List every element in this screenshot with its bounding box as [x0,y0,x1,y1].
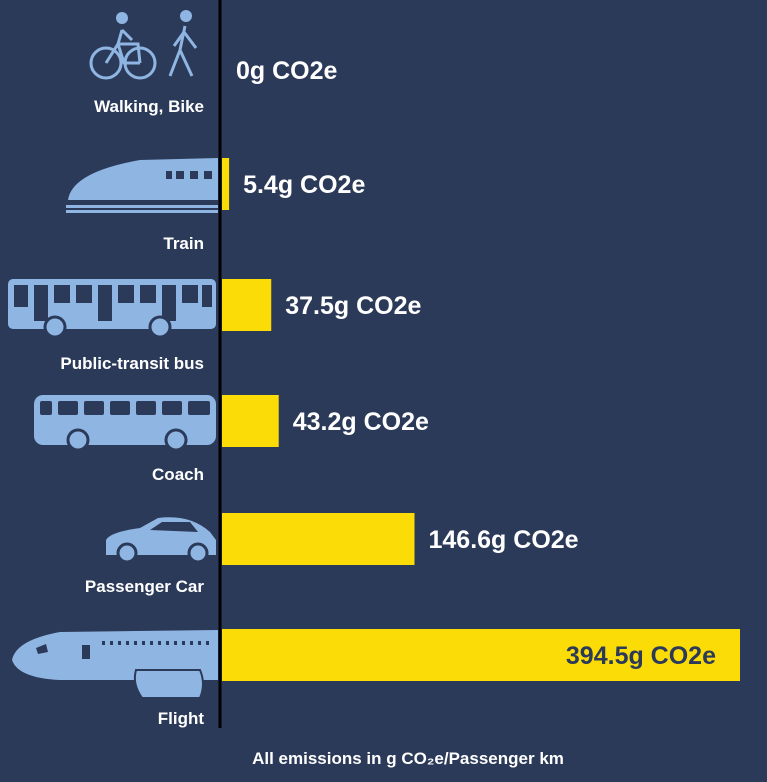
value-label-train: 5.4g CO2e [243,171,365,199]
bar-train [222,158,230,210]
value-label-coach: 43.2g CO2e [293,408,429,436]
category-label-walking-bike: Walking, Bike [94,97,204,116]
bar-flight [222,629,740,681]
airplane-icon [12,630,218,699]
category-label-flight: Flight [158,709,205,728]
bus-icon [8,279,216,339]
bar-coach [222,395,279,447]
train-icon [66,158,218,213]
value-label-public-transit-bus: 37.5g CO2e [285,292,421,320]
bar-passenger-car [222,513,415,565]
value-label-flight: 394.5g CO2e [566,642,716,670]
car-icon [106,517,216,564]
category-label-public-transit-bus: Public-transit bus [60,354,204,373]
category-label-train: Train [163,234,204,253]
bar-public-transit-bus [222,279,272,331]
category-label-coach: Coach [152,465,204,484]
coach-icon [34,395,216,452]
category-label-passenger-car: Passenger Car [85,577,204,596]
value-label-passenger-car: 146.6g CO2e [428,526,578,554]
value-label-walking-bike: 0g CO2e [236,57,338,85]
bike-walk-icon [89,10,198,80]
footnote: All emissions in g CO₂e/Passenger km [252,749,564,768]
